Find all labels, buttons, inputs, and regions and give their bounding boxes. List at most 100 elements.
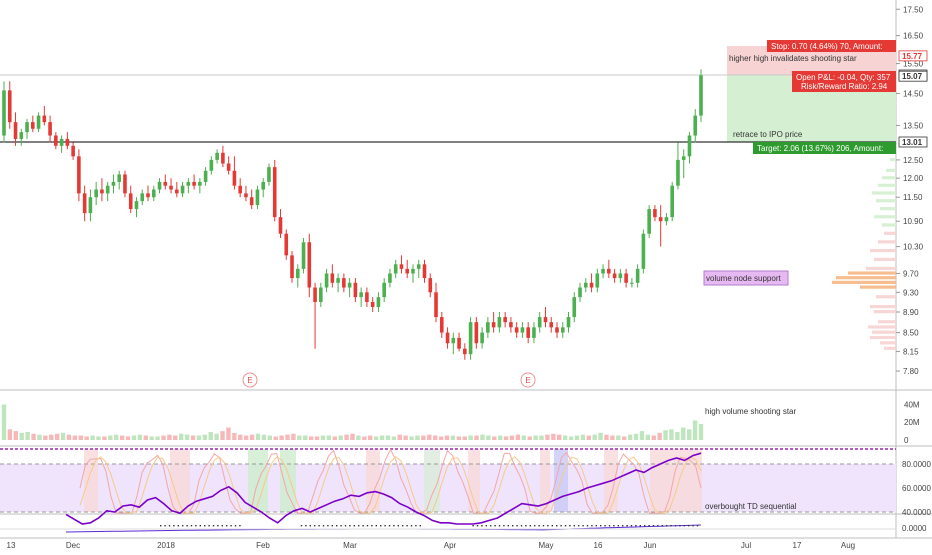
candle (226, 156, 231, 175)
volume-bar (326, 435, 332, 440)
volume-bar (421, 435, 426, 440)
price-tick-label: 8.15 (903, 347, 919, 356)
candle (560, 322, 565, 338)
volume-bar (125, 436, 131, 440)
risk-reward-label: Risk/Reward Ratio: 2.94 (801, 82, 888, 91)
volume-profile-bar (886, 168, 896, 172)
volume-tick-label: 40M (904, 400, 920, 409)
volume-bar (232, 432, 237, 440)
candle (359, 287, 363, 307)
candle (486, 317, 490, 338)
volume-profile-bar (836, 276, 896, 280)
candle (434, 282, 438, 323)
volume-bar (96, 436, 101, 440)
volume-bar (551, 433, 556, 440)
volume-bar (102, 436, 107, 440)
candle (687, 132, 692, 164)
volume-bar (1, 404, 7, 440)
indicator-band (0, 464, 896, 512)
volume-bar (379, 435, 385, 440)
svg-text:13.01: 13.01 (902, 138, 923, 147)
volume-bar (474, 435, 479, 440)
volume-bar (303, 435, 308, 440)
time-tick-label: 16 (594, 541, 603, 550)
volume-bar (143, 435, 148, 440)
candle (244, 185, 248, 202)
price-axis: 17.50 16.50 15.50 14.50 13.50 12.50 12.00 11.50… (896, 5, 924, 376)
candle (146, 185, 150, 202)
volume-bar (503, 436, 509, 440)
volume-bar (279, 435, 284, 440)
volume-profile-bar (878, 183, 896, 187)
candle (203, 167, 208, 186)
candle (509, 317, 513, 333)
volume-profile-bar (872, 191, 896, 195)
candle (388, 268, 392, 288)
open-pl-label: Open P&L: -0.04, Qty: 357 (796, 73, 891, 82)
candle (272, 159, 277, 222)
candle (36, 112, 41, 133)
volume-bar (350, 433, 355, 440)
volume-bar (568, 436, 574, 440)
price-tick-label: 8.50 (903, 329, 919, 338)
volume-bar (362, 436, 367, 440)
candle (549, 317, 554, 333)
candle (353, 278, 358, 303)
mini-indicator-dots (160, 525, 699, 527)
candle (192, 174, 196, 190)
candle (555, 322, 559, 338)
time-tick-label: 13 (7, 541, 16, 550)
candle (532, 322, 536, 344)
volume-bar (84, 436, 89, 440)
volume-bar (627, 434, 633, 440)
candle (186, 178, 191, 194)
volume-bar (196, 435, 202, 440)
candle (365, 287, 369, 307)
volume-profile-bar (848, 271, 896, 275)
price-tick-label: 10.90 (903, 217, 924, 226)
time-tick-label: 2018 (157, 541, 175, 550)
volume-bar (214, 433, 219, 440)
candle (255, 185, 260, 210)
volume-bar (639, 431, 645, 440)
volume-bar (651, 435, 656, 440)
candle (342, 273, 346, 293)
volume-bar (586, 435, 591, 440)
volume-bar (37, 434, 42, 440)
volume-bar (409, 436, 414, 440)
price-tick-label: 10.30 (903, 243, 924, 252)
volume-bar (450, 435, 456, 440)
volume-bar (43, 435, 48, 440)
candle (376, 292, 381, 312)
volume-bar (675, 432, 680, 440)
candles (2, 69, 703, 360)
time-tick-label: Jul (741, 541, 751, 550)
volume-profile-bar (876, 295, 896, 299)
volume-bar (208, 432, 213, 440)
indicator-tick-label: 40.0000 (902, 508, 931, 517)
svg-text:E: E (525, 376, 530, 385)
candle (693, 109, 698, 143)
volume-bar (190, 435, 196, 440)
candle (480, 327, 484, 349)
volume-tick-label: 20M (904, 418, 920, 427)
volume-bar (533, 435, 538, 440)
candle (468, 317, 473, 360)
candle (658, 205, 663, 247)
earnings-marker[interactable]: E (242, 372, 258, 388)
volume-bar (7, 429, 13, 440)
volume-profile-bar (874, 309, 896, 314)
volume-bar (580, 434, 586, 440)
candle (670, 181, 674, 222)
candle (463, 343, 467, 360)
volume-bar (184, 434, 190, 440)
volume-bar (557, 434, 562, 440)
candle (451, 332, 456, 355)
earnings-marker[interactable]: E (520, 372, 536, 388)
mini-axis-tick: 0.0000 (902, 524, 927, 533)
volume-bar (320, 435, 326, 440)
time-axis: 13 Dec 2018 Feb Mar Apr May 16 Jun Jul 17 Aug (7, 541, 856, 550)
volume-profile-bar (870, 304, 896, 309)
annotation-td-sequential: overbought TD sequential (705, 502, 797, 511)
